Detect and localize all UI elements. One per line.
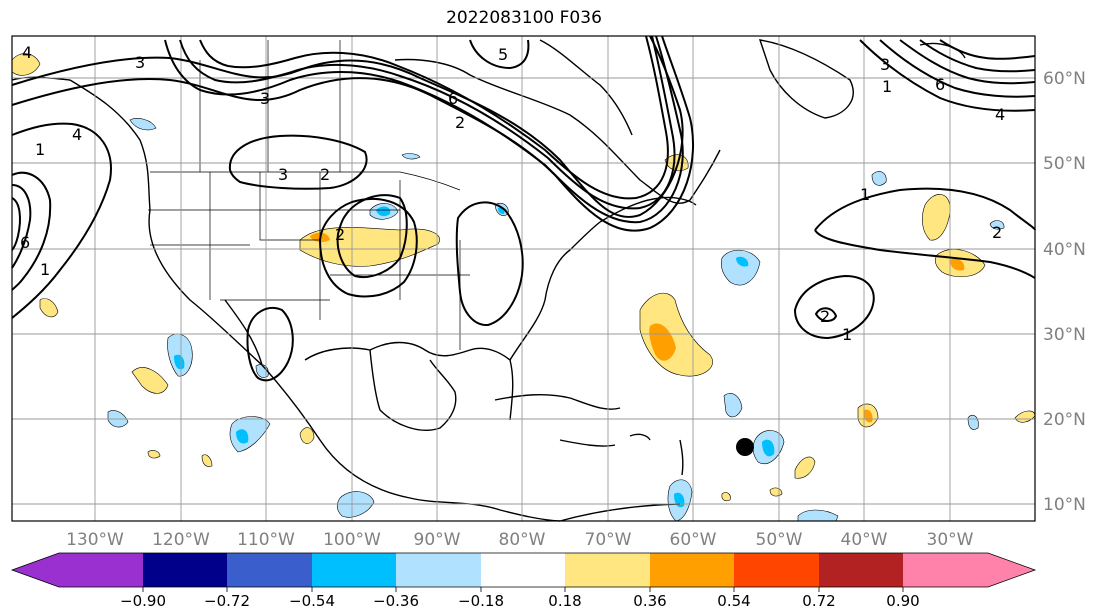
lon-label: 80°W — [499, 530, 546, 550]
colorbar-tick-label: −0.72 — [204, 592, 250, 610]
contour-label-2e: 2 — [820, 307, 830, 326]
colorbar-tick-label: −0.54 — [289, 592, 335, 610]
height-contours — [11, 35, 1036, 382]
contour-label-1c: 1 — [860, 185, 870, 204]
colorbar-segment — [143, 553, 227, 587]
contour-label-1d: 1 — [842, 325, 852, 344]
lon-label: 100°W — [323, 530, 381, 550]
colorbar-segment — [903, 553, 988, 587]
lon-label: 90°W — [414, 530, 461, 550]
colorbar-tick-label: −0.90 — [120, 592, 166, 610]
contour-label-2b: 2 — [335, 225, 345, 244]
lat-label: 10°N — [1043, 495, 1086, 515]
contour-label-3b: 3 — [260, 89, 270, 108]
colorbar-tick-label: 0.54 — [717, 592, 750, 610]
lat-label: 30°N — [1043, 325, 1086, 345]
contour-label-6c: 6 — [935, 75, 945, 94]
lon-label: 40°W — [841, 530, 888, 550]
colorbar-segment — [565, 553, 650, 587]
latitude-labels: 60°N 50°N 40°N 30°N 20°N 10°N — [1043, 69, 1086, 515]
colorbar-tick-label: 0.36 — [633, 592, 666, 610]
colorbar-segment — [819, 553, 903, 587]
coastlines — [11, 39, 966, 522]
contour-label-1b: 1 — [40, 260, 50, 279]
colorbar-tick-label: 0.72 — [802, 592, 835, 610]
contour-label-4: 4 — [22, 43, 32, 62]
contour-label-3d: 3 — [880, 55, 890, 74]
map-title: 2022083100 F036 — [446, 8, 602, 28]
map-frame — [11, 35, 1036, 522]
colorbar-segment — [988, 553, 1035, 587]
colorbar-segment — [396, 553, 481, 587]
colorbar: −0.90 −0.72 −0.54 −0.36 −0.18 0.18 0.36 … — [10, 552, 1037, 610]
colorbar-tick-label: 0.18 — [548, 592, 581, 610]
colorbar-ticks — [142, 587, 904, 592]
graticule — [12, 36, 1035, 521]
contour-label-2d: 2 — [992, 223, 1002, 242]
colorbar-tick-label: 0.90 — [886, 592, 919, 610]
storm-center-marker — [736, 438, 754, 456]
contour-label-3: 3 — [135, 53, 145, 72]
colorbar-segment — [59, 553, 143, 587]
longitude-labels: 130°W 120°W 110°W 100°W 90°W 80°W 70°W 6… — [66, 530, 974, 550]
lon-label: 60°W — [670, 530, 717, 550]
contour-label-1: 1 — [35, 140, 45, 159]
colorbar-segment — [481, 553, 565, 587]
lat-label: 60°N — [1043, 69, 1086, 89]
lon-label: 50°W — [756, 530, 803, 550]
contour-label-5: 5 — [498, 45, 508, 64]
contour-label-6: 6 — [20, 233, 30, 252]
contour-label-3c: 3 — [278, 165, 288, 184]
colorbar-tick-label: −0.36 — [373, 592, 419, 610]
colorbar-segment — [312, 553, 396, 587]
contour-label-4c: 4 — [995, 105, 1005, 124]
contour-labels: 3 3 4 4 1 1 6 6 3 2 2 2 5 1 2 2 1 3 1 6 … — [20, 43, 1005, 344]
lon-label: 70°W — [585, 530, 632, 550]
colorbar-segment — [734, 553, 819, 587]
contour-label-2c: 2 — [455, 113, 465, 132]
colorbar-tick-label: −0.18 — [458, 592, 504, 610]
colorbar-segment — [227, 553, 312, 587]
colorbar-segment — [12, 553, 59, 587]
lon-label: 130°W — [66, 530, 124, 550]
lat-label: 50°N — [1043, 154, 1086, 174]
colorbar-segment — [650, 553, 734, 587]
lon-label: 120°W — [152, 530, 210, 550]
contour-label-6b: 6 — [448, 89, 458, 108]
lat-label: 20°N — [1043, 410, 1086, 430]
lat-label: 40°N — [1043, 240, 1086, 260]
lon-label: 110°W — [237, 530, 295, 550]
map-background — [12, 36, 1035, 521]
contour-label-2: 2 — [320, 165, 330, 184]
lon-label: 30°W — [927, 530, 974, 550]
contour-label-4b: 4 — [72, 125, 82, 144]
contour-label-1e: 1 — [882, 77, 892, 96]
